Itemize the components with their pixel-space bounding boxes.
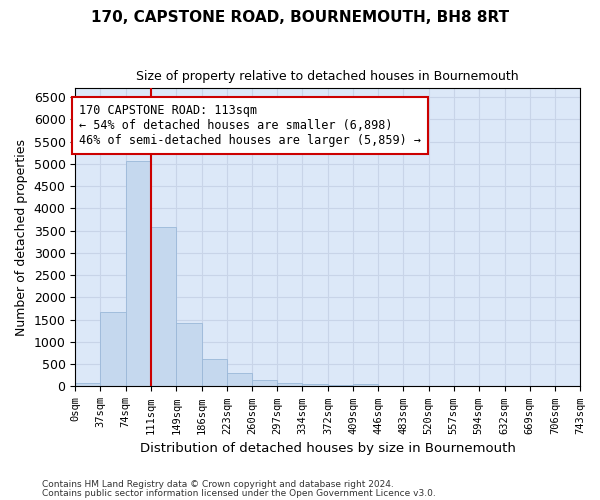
Bar — [125, 162, 151, 386]
Text: 170, CAPSTONE ROAD, BOURNEMOUTH, BH8 8RT: 170, CAPSTONE ROAD, BOURNEMOUTH, BH8 8RT — [91, 10, 509, 25]
Bar — [202, 359, 227, 386]
Bar — [277, 383, 302, 386]
Bar — [100, 312, 125, 386]
Y-axis label: Number of detached properties: Number of detached properties — [15, 139, 28, 336]
Bar — [151, 226, 176, 386]
Title: Size of property relative to detached houses in Bournemouth: Size of property relative to detached ho… — [136, 70, 519, 83]
Bar — [353, 384, 378, 386]
Bar — [227, 374, 252, 386]
Text: Contains HM Land Registry data © Crown copyright and database right 2024.: Contains HM Land Registry data © Crown c… — [42, 480, 394, 489]
Bar — [176, 323, 202, 386]
Text: Contains public sector information licensed under the Open Government Licence v3: Contains public sector information licen… — [42, 488, 436, 498]
Bar — [302, 384, 328, 386]
Bar — [252, 380, 277, 386]
Bar — [75, 383, 100, 386]
Bar — [328, 385, 353, 386]
X-axis label: Distribution of detached houses by size in Bournemouth: Distribution of detached houses by size … — [140, 442, 515, 455]
Text: 170 CAPSTONE ROAD: 113sqm
← 54% of detached houses are smaller (6,898)
46% of se: 170 CAPSTONE ROAD: 113sqm ← 54% of detac… — [79, 104, 421, 147]
